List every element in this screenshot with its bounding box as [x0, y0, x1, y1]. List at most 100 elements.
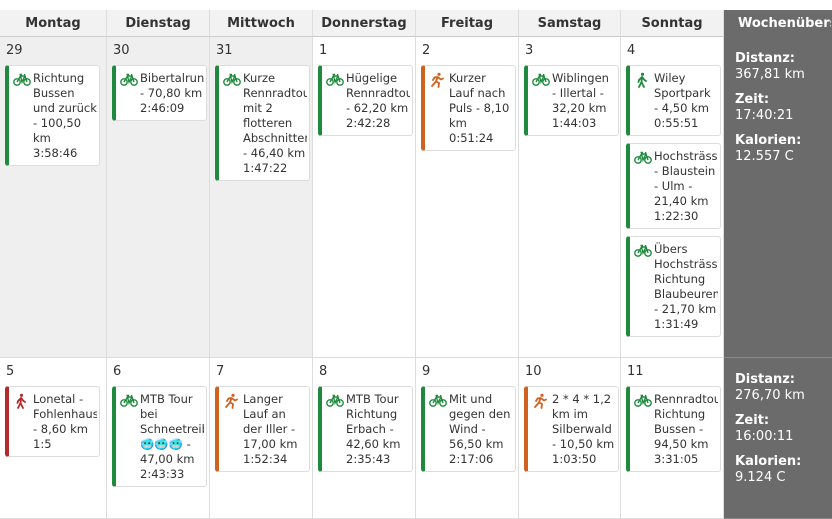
activity-card[interactable]: Übers Hochsträss Richtung Blaubeuren - 2… — [626, 236, 721, 337]
day-cell[interactable]: 31 Kurze Rennradtour mit 2 flotteren Absc… — [210, 37, 313, 358]
run-icon — [225, 393, 238, 409]
activity-card[interactable]: Kurze Rennradtour mit 2 flotteren Abschn… — [215, 65, 310, 181]
bike-icon — [429, 394, 447, 407]
day-cell[interactable]: 11 Rennradtour Richtung Bussen - 94,50 km… — [621, 358, 724, 519]
activity-text: 2 * 4 * 1,2 km im Silberwald - 10,50 km … — [552, 392, 615, 466]
activity-text: Langer Lauf an der Iller - 17,00 km 1:52… — [243, 392, 298, 466]
activity-text: Kurzer Lauf nach Puls - 8,10 km 0:51:24 — [449, 71, 510, 145]
activity-card[interactable]: MTB Tour Richtung Erbach - 42,60 km 2:35… — [318, 386, 413, 472]
bike-icon — [120, 394, 138, 407]
week-summary: Distanz: 367,81 km Zeit: 17:40:21 Kalorien: 1… — [724, 37, 832, 358]
day-number: 2 — [422, 43, 431, 58]
activity-card[interactable]: MTB Tour bei Schneetreiben 🥶🥶🥶 - 47,00 k… — [112, 386, 207, 487]
activity-text: Wiley Sportpark - 4,50 km 0:55:51 — [654, 71, 711, 130]
summary-label: Kalorien: — [735, 133, 802, 148]
run-icon — [431, 72, 444, 88]
day-cell[interactable]: 5 Lonetal - Fohlenhaus - 8,60 km 1:5 — [0, 358, 107, 519]
activity-text: Lonetal - Fohlenhaus - 8,60 km 1:5 — [33, 392, 97, 451]
summary-value: 17:40:21 — [735, 108, 794, 123]
day-cell[interactable]: 6 MTB Tour bei Schneetreiben 🥶🥶🥶 - 47,00 … — [107, 358, 210, 519]
day-cell[interactable]: 10 2 * 4 * 1,2 km im Silberwald - 10,50 k… — [519, 358, 621, 519]
summary-label: Distanz: — [735, 372, 795, 387]
bike-icon — [223, 73, 241, 86]
day-cell[interactable]: 1 Hügelige Rennradtour - 62,20 km 2:42:28 — [313, 37, 416, 358]
weekday-header: Samstag — [519, 10, 621, 37]
bike-icon — [634, 244, 652, 257]
week-summary: Distanz: 276,70 km Zeit: 16:00:11 Kalorien: 9… — [724, 358, 832, 519]
top-strip — [0, 0, 832, 10]
day-number: 11 — [627, 364, 644, 379]
day-number: 3 — [525, 43, 534, 58]
summary-value: 9.124 C — [735, 470, 786, 485]
day-cell[interactable]: 30 Bibertalrunde - 70,80 km 2:46:09 — [107, 37, 210, 358]
activity-text: Hügelige Rennradtour - 62,20 km 2:42:28 — [346, 71, 410, 130]
day-cell[interactable]: 8 MTB Tour Richtung Erbach - 42,60 km 2:3… — [313, 358, 416, 519]
summary-label: Zeit: — [735, 92, 770, 107]
activity-card[interactable]: Wiblingen - Illertal - 32,20 km 1:44:03 — [524, 65, 619, 136]
day-number: 4 — [627, 43, 636, 58]
day-number: 31 — [216, 43, 233, 58]
activity-card[interactable]: Hügelige Rennradtour - 62,20 km 2:42:28 — [318, 65, 413, 136]
activity-card[interactable]: Wiley Sportpark - 4,50 km 0:55:51 — [626, 65, 721, 136]
day-cell[interactable]: 7 Langer Lauf an der Iller - 17,00 km 1:5… — [210, 358, 313, 519]
activity-text: Mit und gegen den Wind - 56,50 km 2:17:0… — [449, 392, 511, 466]
activity-text: Wiblingen - Illertal - 32,20 km 1:44:03 — [552, 71, 609, 130]
activity-text: Übers Hochsträss Richtung Blaubeuren - 2… — [654, 242, 718, 331]
activity-card[interactable]: Langer Lauf an der Iller - 17,00 km 1:52… — [215, 386, 310, 472]
bike-icon — [326, 394, 344, 407]
weekday-header: Donnerstag — [313, 10, 416, 37]
weekday-header: Mittwoch — [210, 10, 313, 37]
bike-icon — [120, 73, 138, 86]
activity-card[interactable]: Richtung Bussen und zurück - 100,50 km 3… — [5, 65, 100, 166]
activity-text: MTB Tour bei Schneetreiben 🥶🥶🥶 - 47,00 k… — [140, 392, 204, 481]
activity-text: MTB Tour Richtung Erbach - 42,60 km 2:35… — [346, 392, 401, 466]
day-number: 7 — [216, 364, 225, 379]
day-cell[interactable]: 3 Wiblingen - Illertal - 32,20 km 1:44:03 — [519, 37, 621, 358]
summary-label: Zeit: — [735, 413, 770, 428]
walk-icon — [637, 72, 647, 88]
bike-icon — [13, 73, 31, 86]
summary-value: 367,81 km — [735, 67, 805, 82]
day-cell[interactable]: 4 Wiley Sportpark - 4,50 km 0:55:51 Hochst… — [621, 37, 724, 358]
day-cell[interactable]: 2 Kurzer Lauf nach Puls - 8,10 km 0:51:24 — [416, 37, 519, 358]
summary-value: 16:00:11 — [735, 429, 794, 444]
day-number: 29 — [6, 43, 23, 58]
day-number: 8 — [319, 364, 328, 379]
summary-label: Distanz: — [735, 51, 795, 66]
summary-value: 12.557 C — [735, 149, 794, 164]
weekday-header: Dienstag — [107, 10, 210, 37]
walk-icon — [16, 393, 26, 409]
day-number: 5 — [6, 364, 15, 379]
day-number: 6 — [113, 364, 122, 379]
activity-card[interactable]: Bibertalrunde - 70,80 km 2:46:09 — [112, 65, 207, 121]
day-number: 9 — [422, 364, 431, 379]
activity-card[interactable]: Hochsträss - Blaustein - Ulm - 21,40 km … — [626, 143, 721, 229]
activity-card[interactable]: Kurzer Lauf nach Puls - 8,10 km 0:51:24 — [421, 65, 516, 151]
summary-value: 276,70 km — [735, 388, 805, 403]
summary-header: Wochenübersicht — [724, 10, 832, 37]
activity-text: Hochsträss - Blaustein - Ulm - 21,40 km … — [654, 149, 718, 223]
activity-card[interactable]: Lonetal - Fohlenhaus - 8,60 km 1:5 — [5, 386, 100, 457]
bike-icon — [634, 394, 652, 407]
summary-label: Kalorien: — [735, 454, 802, 469]
activity-text: Bibertalrunde - 70,80 km 2:46:09 — [140, 71, 204, 115]
day-cell[interactable]: 29 Richtung Bussen und zurück - 100,50 km… — [0, 37, 107, 358]
weekday-header: Freitag — [416, 10, 519, 37]
activity-text: Rennradtour Richtung Bussen - 94,50 km 3… — [654, 392, 718, 466]
weekday-header: Montag — [0, 10, 107, 37]
day-number: 10 — [525, 364, 542, 379]
activity-card[interactable]: Mit und gegen den Wind - 56,50 km 2:17:0… — [421, 386, 516, 472]
bike-icon — [326, 73, 344, 86]
day-cell[interactable]: 9 Mit und gegen den Wind - 56,50 km 2:17:… — [416, 358, 519, 519]
activity-text: Richtung Bussen und zurück - 100,50 km 3… — [33, 71, 97, 160]
weekday-header: Sonntag — [621, 10, 724, 37]
run-icon — [534, 393, 547, 409]
day-number: 30 — [113, 43, 130, 58]
bike-icon — [634, 151, 652, 164]
activity-card[interactable]: Rennradtour Richtung Bussen - 94,50 km 3… — [626, 386, 721, 472]
activity-text: Kurze Rennradtour mit 2 flotteren Abschn… — [243, 71, 307, 175]
bike-icon — [532, 73, 550, 86]
activity-card[interactable]: 2 * 4 * 1,2 km im Silberwald - 10,50 km … — [524, 386, 619, 472]
